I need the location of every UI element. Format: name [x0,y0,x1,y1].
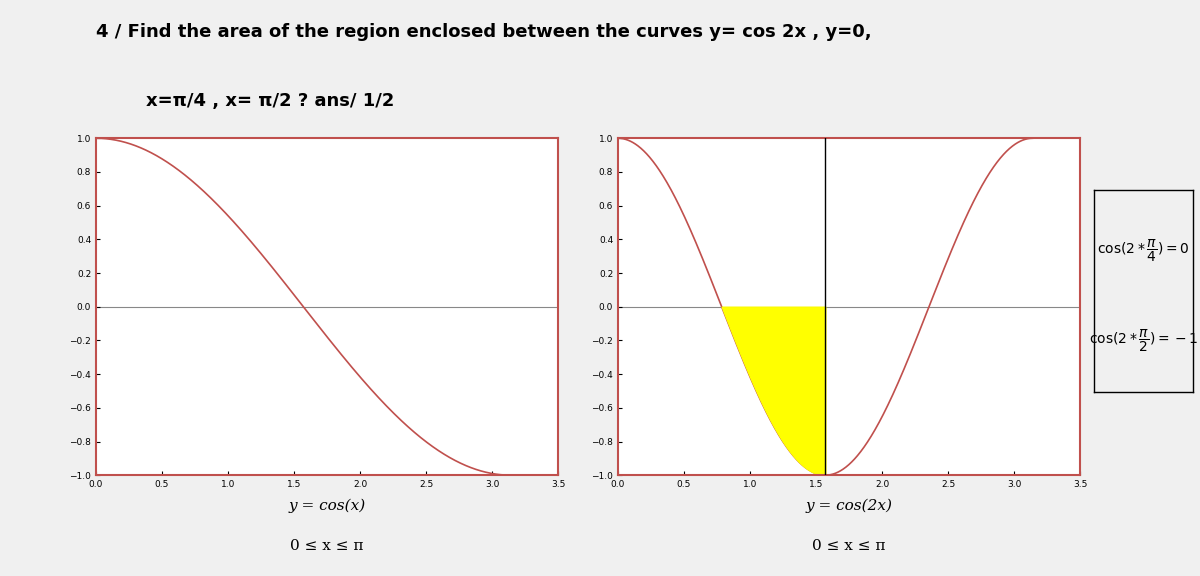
Text: x=π/4 , x= π/2 ? ans/ 1/2: x=π/4 , x= π/2 ? ans/ 1/2 [96,92,395,110]
Text: 0 ≤ x ≤ π: 0 ≤ x ≤ π [290,539,364,553]
Text: 0 ≤ x ≤ π: 0 ≤ x ≤ π [812,539,886,553]
Text: $\cos(2*\dfrac{\pi}{4}) = 0$: $\cos(2*\dfrac{\pi}{4}) = 0$ [1097,237,1190,264]
Text: y = cos(2x): y = cos(2x) [805,498,893,513]
Text: 4 / Find the area of the region enclosed between the curves y= cos 2x , y=0,: 4 / Find the area of the region enclosed… [96,23,871,41]
Text: $\cos(2*\dfrac{\pi}{2}) = -1$: $\cos(2*\dfrac{\pi}{2}) = -1$ [1088,328,1199,354]
Text: y = cos(x): y = cos(x) [288,498,366,513]
